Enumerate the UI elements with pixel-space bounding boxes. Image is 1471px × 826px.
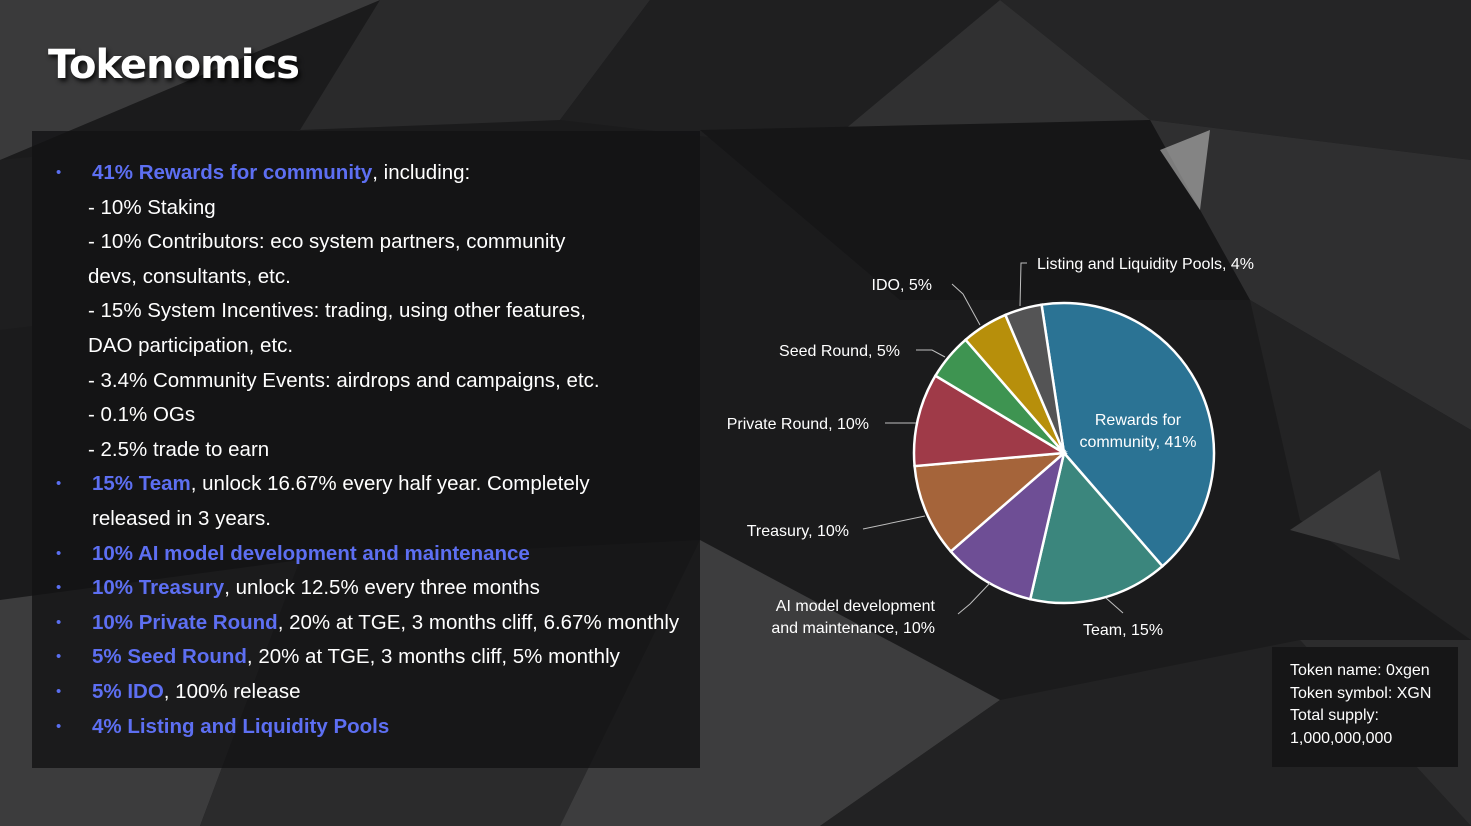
allocation-highlight: 10% Private Round — [92, 610, 278, 634]
allocation-description: , including: — [372, 161, 471, 184]
slice-label-private-round: Private Round, 10% — [727, 416, 869, 433]
slice-label-listing-liquidity: Listing and Liquidity Pools, 4% — [1037, 256, 1254, 273]
slice-label-treasury: Treasury, 10% — [747, 523, 849, 540]
bullet-icon: • — [56, 475, 62, 493]
total-supply-label: Total supply: — [1290, 707, 1379, 724]
allocation-highlight: 5% Seed Round — [92, 645, 247, 669]
allocation-highlight: 15% Team — [92, 472, 191, 496]
allocation-text: - 10% Staking — [88, 195, 216, 219]
allocation-highlight: 4% Listing and Liquidity Pools — [92, 714, 390, 738]
allocation-highlight: 10% AI model development and maintenance — [92, 541, 530, 565]
bullet-icon: • — [56, 164, 62, 181]
allocation-text: - 15% System Incentives: trading, using … — [88, 299, 586, 323]
bullet-icon: • — [56, 683, 62, 700]
allocation-highlight: 41% Rewards for community — [92, 161, 373, 184]
slice-label-team: Team, 15% — [1083, 622, 1163, 639]
allocation-text: DAO participation, etc. — [88, 334, 294, 357]
total-supply-value: 1,000,000,000 — [1290, 729, 1393, 747]
tokenomics-pie-chart: Rewards for community, 41% Team, 15% AI mod… — [727, 256, 1254, 639]
allocation-text: devs, consultants, etc. — [88, 264, 291, 288]
allocation-description: , 20% at TGE, 3 months cliff, 6.67% mont… — [277, 610, 680, 634]
pie-slice-team — [1028, 450, 1165, 605]
bullet-icon: • — [56, 613, 62, 631]
allocation-description: , 20% at TGE, 3 months cliff, 5% monthly — [246, 645, 620, 669]
allocation-highlight: 10% Treasury — [92, 576, 225, 600]
pie-slice-ai-model — [949, 449, 1067, 601]
allocation-text: - 2.5% trade to earn — [88, 437, 270, 461]
bullet-icon: • — [56, 648, 62, 666]
token-info-box: Token name: 0xgen Token symbol: XGN Tota… — [1272, 647, 1458, 767]
bullet-icon: • — [56, 579, 62, 597]
token-name: Token name: 0xgen — [1290, 662, 1430, 679]
slice-label-seed-round: Seed Round, 5% — [779, 343, 900, 360]
pie-slice-listing-liquidity — [1003, 303, 1066, 454]
allocation-description: , unlock 12.5% every three months — [224, 576, 540, 600]
allocation-highlight: 5% IDO — [92, 680, 164, 703]
allocation-description: , unlock 16.67% every half year. Complet… — [190, 472, 590, 496]
allocation-description: , 100% release — [163, 680, 301, 703]
slice-label-ai-model: and maintenance, 10% — [771, 620, 935, 637]
leader-line — [916, 349, 946, 358]
allocation-text: - 0.1% OGs — [88, 403, 196, 427]
slice-label-ai-model: AI model development — [776, 598, 936, 615]
leader-line — [1105, 597, 1124, 614]
leader-line — [1019, 262, 1027, 307]
bullet-icon: • — [56, 717, 62, 735]
leader-line — [957, 582, 991, 615]
slice-label-rewards: Rewards for — [1095, 412, 1182, 429]
allocation-panel: • 41% Rewards for community, including: - … — [32, 131, 700, 768]
pie-slice-treasury — [913, 451, 1068, 554]
allocation-text: - 3.4% Community Events: airdrops and ca… — [88, 368, 600, 392]
slice-label-ido: IDO, 5% — [872, 277, 932, 294]
pie-slice-rewards — [1040, 301, 1216, 568]
leader-line — [951, 283, 981, 326]
token-symbol: Token symbol: XGN — [1290, 684, 1432, 702]
bullet-icon: • — [56, 544, 62, 562]
leader-line — [862, 515, 926, 530]
pie-slice-private-round — [912, 374, 1068, 468]
slice-label-rewards: community, 41% — [1079, 434, 1196, 451]
slide-title: Tokenomics — [48, 42, 300, 88]
allocation-text: - 10% Contributors: eco system partners,… — [88, 230, 566, 254]
allocation-text: released in 3 years. — [92, 507, 271, 530]
